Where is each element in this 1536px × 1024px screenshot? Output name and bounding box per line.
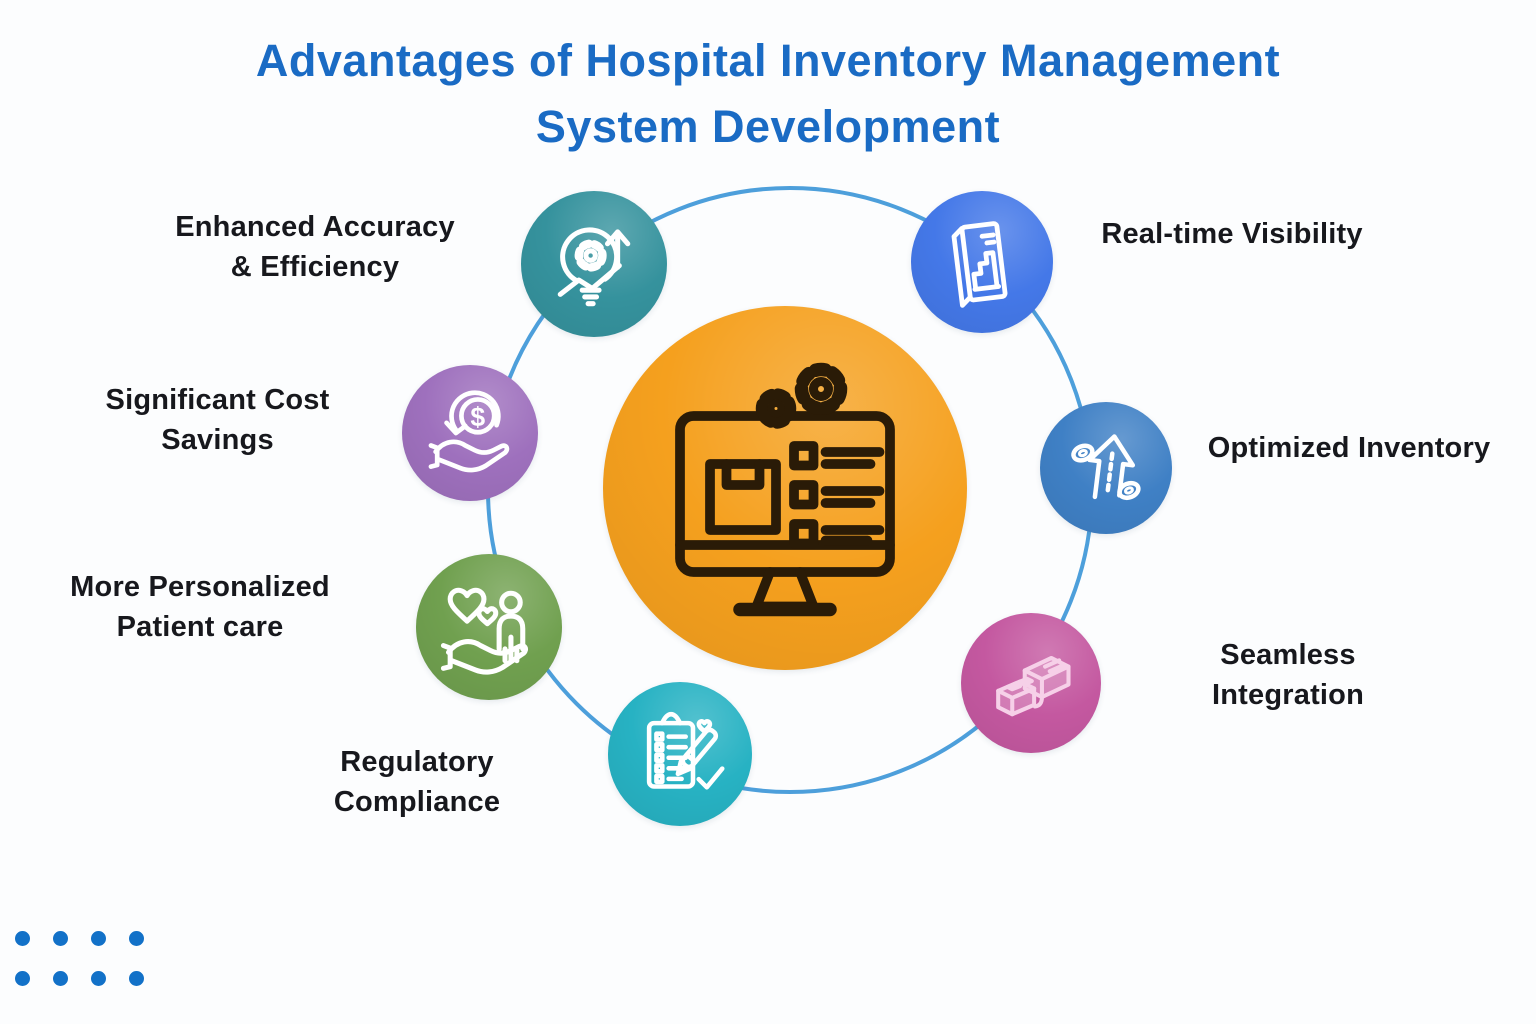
- decor-dot: [15, 931, 30, 946]
- node-circle-patient-care: [416, 554, 562, 700]
- decor-dot: [129, 931, 144, 946]
- node-circle-optimized-inventory: [1040, 402, 1172, 534]
- decor-dot: [129, 971, 144, 986]
- growth-arrow-coins-icon: [1071, 434, 1141, 501]
- node-circle-seamless-integration: [961, 613, 1101, 753]
- node-circle-cost-savings: $: [402, 365, 538, 501]
- inventory-monitor-gears-icon: [675, 362, 895, 617]
- page-title: Advantages of Hospital Inventory Managem…: [255, 35, 1281, 152]
- decor-dot: [53, 931, 68, 946]
- node-label-optimized-inventory: Optimized Inventory: [1207, 432, 1491, 464]
- node-circle-enhanced-accuracy: [521, 191, 667, 337]
- device-bar-chart-icon: [951, 221, 1008, 308]
- node-label-realtime-visibility: Real-time Visibility: [1101, 218, 1363, 250]
- node-circle-regulatory-compliance: [608, 682, 752, 826]
- node-label-patient-care: More Personalized Patient care: [70, 571, 330, 643]
- node-label-enhanced-accuracy: Enhanced Accuracy & Efficiency: [175, 211, 455, 283]
- decor-dot: [91, 931, 106, 946]
- center-circle: [603, 306, 967, 670]
- clipboard-pen-check-icon: [646, 711, 725, 790]
- hand-patient-hearts-icon: [440, 587, 528, 675]
- connected-boxes-icon: [996, 655, 1071, 717]
- decor-dot: [91, 971, 106, 986]
- svg-text:$: $: [470, 402, 485, 432]
- decor-dot: [53, 971, 68, 986]
- node-label-cost-savings: Significant Cost Savings: [105, 384, 330, 456]
- node-label-seamless-integration: Seamless Integration: [1211, 639, 1365, 711]
- decor-dot-grid: [15, 931, 144, 986]
- node-circle-realtime-visibility: [911, 191, 1053, 333]
- hand-dollar-savings-icon: $: [428, 390, 510, 473]
- node-label-regulatory-compliance: Regulatory Compliance: [333, 746, 501, 818]
- idea-gear-growth-icon: [557, 227, 631, 307]
- decor-dot: [15, 971, 30, 986]
